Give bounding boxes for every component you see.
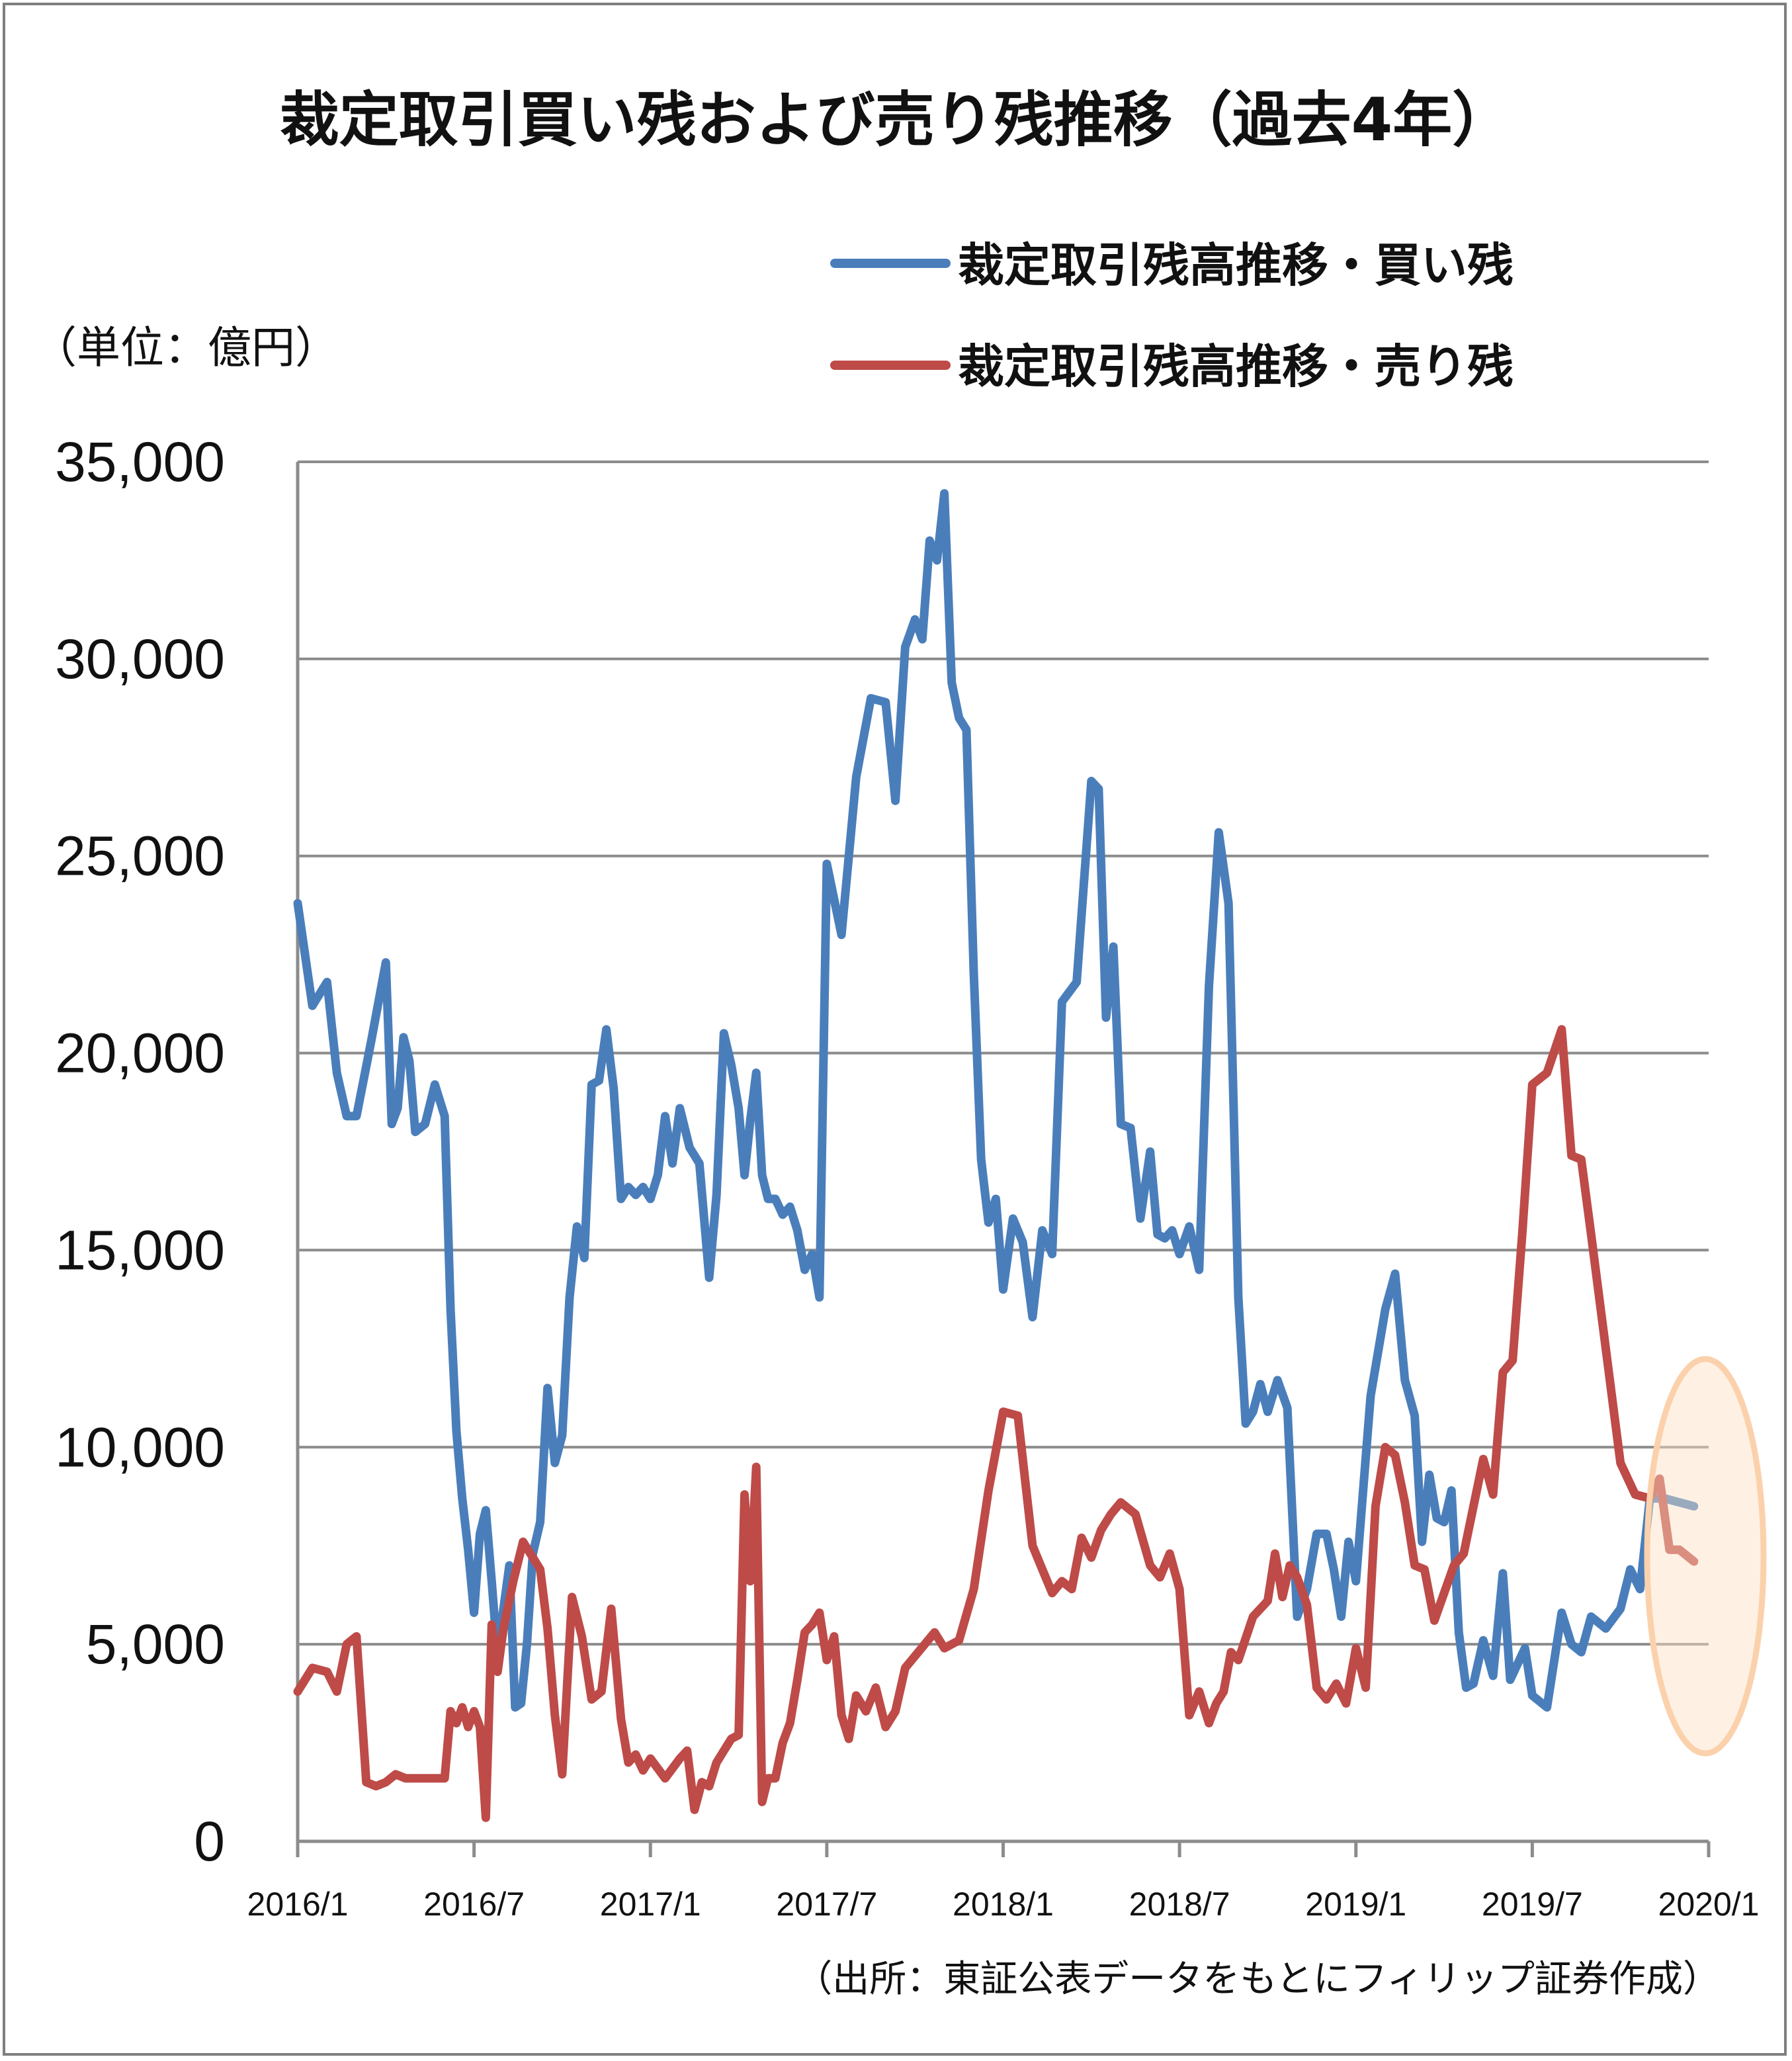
y-tick-label: 5,000 — [86, 1613, 225, 1675]
y-axis-ticks: 0 5,000 10,000 15,000 20,000 25,000 30,000 35,0… — [55, 431, 225, 1872]
legend-label-sell: 裁定取引残高推移・売り残 — [958, 339, 1514, 394]
y-tick-label: 20,000 — [55, 1022, 225, 1084]
y-tick-label: 15,000 — [55, 1219, 225, 1281]
x-tick-label: 2019/1 — [1305, 1886, 1406, 1923]
series-lines — [293, 489, 1699, 1822]
y-tick-label: 25,000 — [55, 825, 225, 887]
series-line-sell — [293, 1025, 1699, 1822]
legend: 裁定取引残高推移・買い残 裁定取引残高推移・売り残 — [830, 238, 1514, 394]
y-tick-label: 30,000 — [55, 628, 225, 690]
source-note: （出所：東証公表データをもとにフィリップ証券作成） — [795, 1958, 1720, 2001]
y-tick-label: 35,000 — [55, 431, 225, 493]
unit-label: （単位：億円） — [33, 322, 339, 373]
x-tick-label: 2018/1 — [953, 1886, 1054, 1923]
x-tick-label: 2020/1 — [1658, 1886, 1760, 1923]
y-tick-label: 10,000 — [55, 1416, 225, 1478]
series-line-buy — [293, 489, 1699, 1712]
chart-title: 裁定取引買い残および売り残推移（過去4年） — [280, 85, 1512, 155]
y-tick-label: 0 — [194, 1810, 225, 1872]
x-tick-label: 2017/1 — [600, 1886, 701, 1923]
x-tick-label: 2017/7 — [776, 1886, 877, 1923]
x-tick-label: 2018/7 — [1129, 1886, 1230, 1923]
x-tick-label: 2016/1 — [247, 1886, 349, 1923]
highlight-ellipse — [1644, 1356, 1767, 1757]
x-axis: 2016/1 2016/7 2017/1 2017/7 2018/1 2018/7 2019… — [247, 462, 1760, 1923]
x-tick-label: 2019/7 — [1482, 1886, 1583, 1923]
legend-label-buy: 裁定取引残高推移・買い残 — [958, 238, 1514, 292]
x-tick-label: 2016/7 — [423, 1886, 525, 1923]
